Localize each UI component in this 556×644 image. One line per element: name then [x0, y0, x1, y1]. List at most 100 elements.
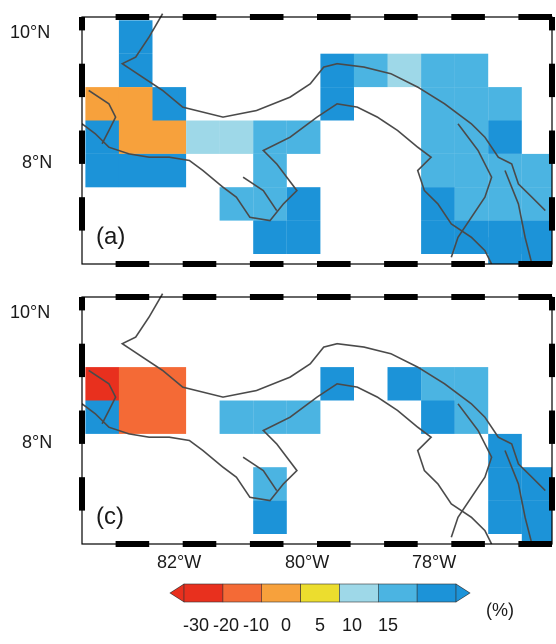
- heatmap-cell: [152, 120, 187, 154]
- colorbar-segment: [416, 583, 457, 603]
- lat-label-8n: 8°N: [22, 432, 52, 452]
- heatmap-cell: [387, 367, 422, 401]
- frame-tick: [317, 14, 351, 20]
- frame-tick: [79, 343, 85, 378]
- heatmap-cell: [118, 153, 153, 188]
- colorbar-extend-low: [169, 583, 185, 603]
- heatmap-cell: [488, 120, 522, 154]
- coastline-path: [504, 170, 533, 265]
- coastline-path: [81, 102, 493, 265]
- coastline-path: [120, 293, 546, 492]
- frame-tick: [317, 541, 351, 547]
- heatmap-cell: [253, 220, 287, 254]
- lon-axis: 82°W 80°W 78°W: [157, 552, 456, 572]
- panel-label-a: (a): [96, 223, 125, 250]
- colorbar-tick-label: -10: [243, 615, 269, 635]
- heatmap-cell: [421, 120, 455, 154]
- frame-tick: [182, 541, 217, 547]
- colorbar-tick-label: 10: [342, 615, 362, 635]
- heatmap-cell: [286, 187, 321, 221]
- heatmap-cell: [118, 400, 153, 434]
- frame-tick: [451, 294, 485, 300]
- frame-tick: [249, 261, 284, 267]
- heatmap-cell: [421, 153, 455, 188]
- map-panel-c: 10°N 8°N (c): [0, 280, 556, 560]
- frame-tick: [518, 541, 552, 547]
- frame-tick: [451, 14, 485, 20]
- frame-tick: [549, 130, 555, 164]
- heatmap-cell: [253, 500, 287, 534]
- frame-tick: [249, 541, 284, 547]
- map-panel-a: 10°N 8°N (a): [0, 0, 556, 280]
- map-frame-c: [79, 294, 555, 547]
- frame-tick: [182, 294, 217, 300]
- lat-label-8n: 8°N: [22, 152, 52, 172]
- heatmap-cell: [320, 53, 354, 88]
- frame-tick: [549, 297, 555, 311]
- frame-tick: [115, 14, 150, 20]
- coastline-path: [242, 456, 278, 492]
- frame-tick: [384, 261, 418, 267]
- colorbar-extend-high: [455, 583, 471, 603]
- coastline-a: [81, 13, 546, 265]
- coastline-path: [242, 176, 278, 212]
- heatmap-cell: [488, 237, 522, 264]
- frame-tick: [115, 294, 150, 300]
- colorbar-svg: -30 -20 -10 0 5 10 15 (%): [169, 583, 514, 635]
- lon-label-82w: 82°W: [157, 552, 201, 572]
- colorbar-tick-label: 5: [315, 615, 325, 635]
- heatmap-cells-c: [85, 367, 552, 544]
- frame-tick: [549, 63, 555, 98]
- frame-tick: [79, 410, 85, 444]
- colorbar-tick-label: -20: [213, 615, 239, 635]
- frame-tick: [451, 261, 485, 267]
- frame-tick: [182, 14, 217, 20]
- coastline-path: [88, 369, 117, 425]
- heatmap-cell: [521, 153, 552, 188]
- heatmap-cell: [286, 120, 321, 154]
- heatmap-cell: [421, 220, 455, 254]
- heatmap-cell: [488, 500, 522, 534]
- colorbar-segment: [222, 583, 263, 603]
- heatmap-cell: [85, 153, 119, 188]
- frame-tick: [549, 477, 555, 511]
- map-frame-a: [79, 14, 555, 267]
- frame-tick: [79, 63, 85, 98]
- heatmap-cell: [286, 400, 321, 434]
- colorbar-segment: [339, 583, 379, 603]
- heatmap-cells-a: [85, 20, 552, 264]
- heatmap-cell: [118, 87, 153, 121]
- frame-tick: [115, 261, 150, 267]
- coastline-path: [450, 403, 493, 538]
- heatmap-cell: [253, 400, 287, 434]
- coastline-path: [504, 450, 533, 545]
- heatmap-cell: [488, 87, 522, 121]
- lat-label-10n: 10°N: [10, 302, 50, 322]
- frame-tick: [451, 541, 485, 547]
- frame-tick: [317, 294, 351, 300]
- lon-label-80w: 80°W: [285, 552, 329, 572]
- lat-label-10n: 10°N: [10, 22, 50, 42]
- heatmap-cell: [454, 187, 489, 221]
- frame-tick: [549, 410, 555, 444]
- colorbar-tick-label: 0: [281, 615, 291, 635]
- frame-tick: [384, 294, 418, 300]
- panel-label-c: (c): [96, 503, 124, 530]
- colorbar-segment: [261, 583, 301, 603]
- heatmap-cell: [421, 53, 455, 88]
- heatmap-cell: [152, 367, 187, 401]
- frame-tick: [79, 477, 85, 511]
- coastline-c: [81, 293, 546, 545]
- colorbar-segment: [183, 583, 224, 603]
- coastline-path: [120, 13, 546, 212]
- frame-tick: [549, 197, 555, 231]
- heatmap-cell: [488, 467, 522, 501]
- heatmap-cell: [488, 187, 522, 221]
- coastline-path: [81, 382, 493, 545]
- frame-tick: [249, 14, 284, 20]
- heatmap-cell: [387, 53, 422, 88]
- heatmap-cell: [118, 53, 153, 88]
- heatmap-cell: [118, 120, 153, 154]
- coastline-path: [450, 123, 493, 258]
- frame-tick: [79, 17, 85, 31]
